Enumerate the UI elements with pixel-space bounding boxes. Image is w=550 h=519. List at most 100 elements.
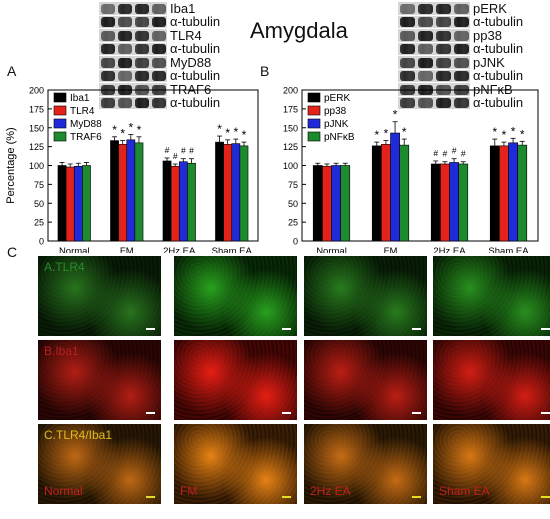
left-blot-band (101, 17, 115, 27)
right-blot-band (400, 71, 415, 81)
right-blot-band (418, 71, 433, 81)
left-blot-strip (99, 29, 167, 42)
right-blot-strip (398, 42, 470, 55)
right-blot-band (436, 98, 451, 108)
significance-marker: * (217, 122, 222, 136)
legend-swatch (307, 118, 321, 129)
bar (82, 165, 91, 242)
bar (499, 145, 509, 242)
bar (508, 142, 518, 242)
left-blot-label: α-tubulin (170, 68, 221, 83)
left-blot-band (118, 17, 132, 27)
right-blot-band (400, 3, 415, 14)
scale-bar (412, 412, 421, 414)
bar (381, 144, 391, 242)
bar (126, 139, 136, 242)
significance-marker: # (189, 146, 194, 156)
left-blot-band (101, 71, 115, 81)
right-blot-band (436, 44, 451, 54)
y-tick-label: 25 (34, 218, 44, 228)
y-tick-label: 150 (29, 123, 44, 133)
bar (517, 144, 528, 242)
left-blot-band (152, 30, 166, 41)
legend-swatch (307, 105, 321, 116)
scale-bar (412, 496, 421, 498)
x-tick-label: Normal (316, 246, 347, 253)
bar (118, 144, 128, 242)
right-blot-strip (398, 15, 470, 28)
right-blot-band (436, 71, 451, 81)
scale-bar (541, 496, 550, 498)
left-blot-strip (99, 56, 167, 69)
bar (322, 165, 332, 242)
legend-label: TLR4 (70, 106, 95, 117)
x-tick-label: FM (384, 246, 398, 253)
bar (371, 145, 382, 242)
right-blot-strip (398, 2, 470, 15)
y-tick-label: 100 (283, 161, 298, 171)
left-blot-band (152, 17, 166, 27)
scale-bar (541, 328, 550, 330)
legend-swatch (53, 92, 67, 103)
micrograph-column-label: 2Hz EA (310, 484, 351, 498)
scale-bar (282, 328, 291, 330)
legend-label: Iba1 (70, 93, 90, 104)
y-tick-label: 175 (283, 104, 298, 114)
left-blot-strip (99, 42, 167, 55)
y-tick-label: 200 (29, 86, 44, 96)
bar (440, 163, 450, 242)
y-tick-label: 50 (34, 199, 44, 209)
bar (73, 165, 83, 242)
bar (489, 145, 500, 242)
micrograph-column-label: Sham EA (439, 484, 490, 498)
bar (57, 165, 67, 242)
legend-label: pNFκB (324, 132, 355, 143)
left-blot-band (152, 98, 166, 108)
bar (215, 141, 224, 242)
bar (65, 166, 75, 242)
significance-marker: * (137, 123, 142, 137)
right-blot-label: pNFκB (473, 81, 513, 97)
x-tick-label: 2Hz EA (163, 246, 196, 253)
y-tick-label: 0 (293, 237, 298, 247)
micrograph-panel (304, 256, 427, 336)
bar (399, 144, 410, 242)
right-blot-label: α-tubulin (473, 95, 524, 110)
right-blot-strip (398, 56, 470, 69)
right-blot-strip (398, 69, 470, 82)
significance-marker: * (112, 123, 117, 137)
figure-title: Amygdala (250, 18, 348, 43)
micrograph-panel (433, 256, 550, 336)
right-blot-band (400, 17, 415, 27)
y-tick-label: 125 (283, 142, 298, 152)
right-blot-strip (398, 83, 470, 96)
left-blot-band (101, 57, 115, 68)
right-blot-band (400, 57, 415, 68)
right-blot-label: α-tubulin (473, 14, 524, 29)
bar (390, 132, 400, 242)
right-blot-label: pJNK (473, 54, 505, 70)
y-tick-label: 0 (39, 237, 44, 247)
bar (187, 162, 196, 242)
micrograph-panel (174, 256, 297, 336)
right-blot-band (454, 57, 469, 68)
right-blot-strip (398, 96, 470, 109)
left-blot-label: TLR4 (170, 27, 202, 43)
y-tick-label: 25 (288, 218, 298, 228)
scale-bar (282, 496, 291, 498)
x-tick-label: FM (120, 246, 134, 253)
right-blot-band (454, 44, 469, 54)
x-tick-label: Sham EA (212, 246, 253, 253)
left-blot-strip (99, 15, 167, 28)
legend-swatch (53, 118, 67, 129)
left-blot-band (101, 3, 115, 14)
micrograph-row-label: B.Iba1 (44, 344, 79, 358)
x-tick-label: Sham EA (488, 246, 529, 253)
right-blot-band (418, 44, 433, 54)
left-blot-band (135, 17, 149, 27)
significance-marker: * (502, 128, 507, 142)
right-blot-band (436, 3, 451, 14)
bar (134, 142, 144, 242)
y-tick-label: 150 (283, 123, 298, 133)
right-blot-band (418, 98, 433, 108)
